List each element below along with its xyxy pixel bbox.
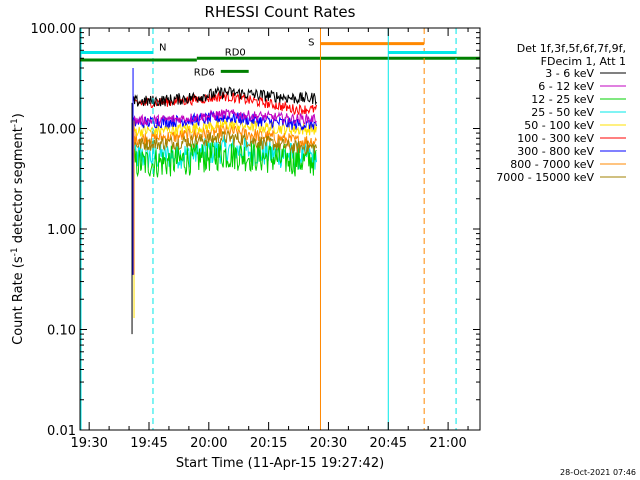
x-tick-label: 21:00 xyxy=(429,436,466,451)
series-line xyxy=(132,118,317,137)
y-axis-label-part: ) xyxy=(11,113,26,118)
series-line xyxy=(132,110,317,131)
y-axis-label-part: Count Rate (s xyxy=(11,256,26,345)
y-axis-label-sup: -1 xyxy=(10,247,20,256)
timestamp: 28-Oct-2021 07:46 xyxy=(560,468,636,477)
legend-label: 3 - 6 keV xyxy=(545,67,594,80)
x-tick-label: 20:45 xyxy=(370,436,407,451)
x-tick-label: 20:15 xyxy=(250,436,287,451)
marker-label: RD6 xyxy=(194,67,215,78)
legend-label: 50 - 100 keV xyxy=(524,119,594,132)
y-tick-label: 10.00 xyxy=(39,123,76,138)
y-axis-label-sup: -1 xyxy=(10,118,20,127)
series-line xyxy=(132,140,317,178)
legend-label: 12 - 25 keV xyxy=(531,93,594,106)
x-tick-label: 20:00 xyxy=(190,436,227,451)
x-axis: 19:30 19:45 20:00 20:15 20:30 20:45 21:00 xyxy=(70,28,469,451)
legend-header: Det 1f,3f,5f,6f,7f,9f, xyxy=(517,42,626,55)
y-axis-label: Count Rate (s-1 detector segment-1) xyxy=(10,113,26,345)
legend-label: 25 - 50 keV xyxy=(531,106,594,119)
legend-label: 800 - 7000 keV xyxy=(510,158,594,171)
x-axis-label: Start Time (11-Apr-15 19:27:42) xyxy=(176,456,384,471)
legend-label: 7000 - 15000 keV xyxy=(496,171,594,184)
legend-header: FDecim 1, Att 1 xyxy=(541,55,626,68)
x-tick-label: 19:45 xyxy=(130,436,167,451)
marker-label: S xyxy=(308,38,314,49)
legend-label: 100 - 300 keV xyxy=(517,132,594,145)
x-tick-label: 19:30 xyxy=(70,436,107,451)
marker-layer: N RD0 RD6 S xyxy=(80,28,480,430)
trace-layer xyxy=(131,67,317,335)
legend-label: 300 - 800 keV xyxy=(517,145,594,158)
y-tick-label: 0.10 xyxy=(47,324,76,339)
chart-title: RHESSI Count Rates xyxy=(205,3,356,21)
legend: Det 1f,3f,5f,6f,7f,9f, FDecim 1, Att 1 3… xyxy=(496,42,626,184)
series-line xyxy=(132,85,317,107)
legend-label: 6 - 12 keV xyxy=(538,80,594,93)
series-line xyxy=(132,129,317,155)
x-tick-label: 20:30 xyxy=(310,436,347,451)
y-tick-label: 0.01 xyxy=(47,424,76,439)
y-axis-label-part: detector segment xyxy=(11,127,26,247)
marker-label: N xyxy=(159,43,166,54)
y-tick-label: 1.00 xyxy=(47,223,76,238)
marker-label: RD0 xyxy=(225,47,246,58)
series-line xyxy=(132,124,317,149)
plot-frame xyxy=(79,27,481,431)
y-tick-label: 100.00 xyxy=(31,22,77,37)
series-line xyxy=(132,108,317,127)
y-axis: 0.01 0.10 1.00 10.00 100.00 xyxy=(31,22,480,439)
